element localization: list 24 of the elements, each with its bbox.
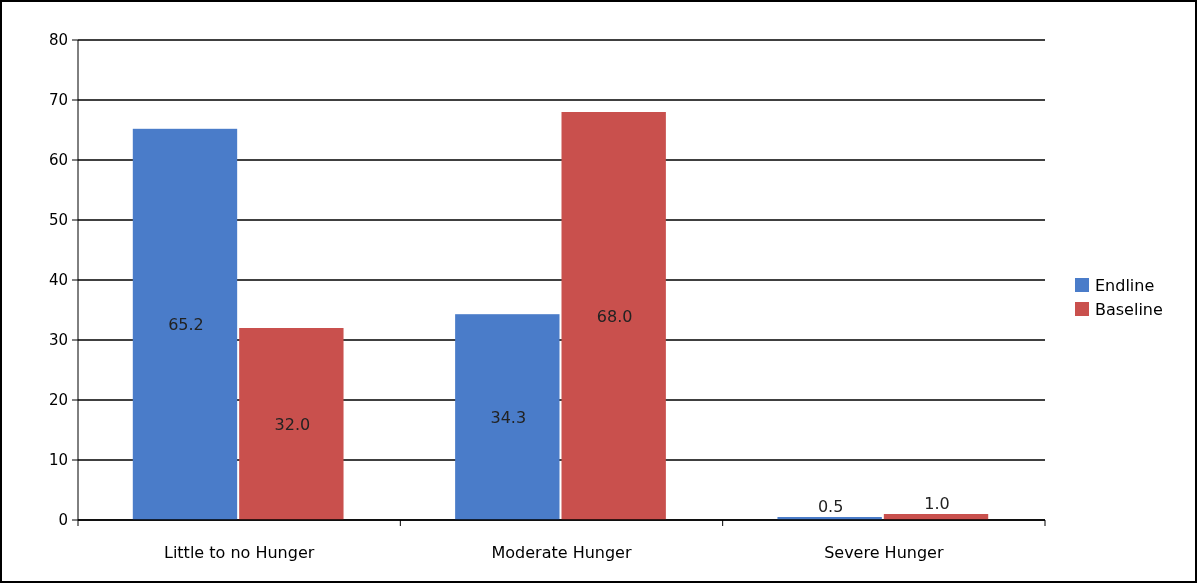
y-tick-label: 40	[48, 271, 68, 289]
data-label: 32.0	[274, 415, 311, 434]
x-tick-label: Moderate Hunger	[491, 543, 632, 562]
data-label: 34.3	[490, 408, 527, 428]
y-tick-label: 70	[48, 91, 68, 109]
y-tick-label: 50	[48, 211, 68, 229]
data-label: 65.2	[168, 315, 204, 335]
bar	[239, 328, 344, 520]
y-tick-label: 60	[48, 151, 68, 169]
y-tick-label: 80	[48, 31, 68, 49]
legend-label: Baseline	[1095, 300, 1163, 319]
y-tick-label: 30	[48, 331, 68, 349]
legend-label: Endline	[1095, 276, 1155, 295]
data-label: 0.5	[817, 497, 844, 516]
x-tick-label: Little to no Hunger	[163, 543, 315, 562]
y-tick-label: 0	[58, 511, 68, 529]
bar	[455, 314, 560, 520]
y-tick-label: 20	[48, 391, 68, 409]
data-label: 1.0	[924, 494, 950, 513]
x-tick-label: Severe Hunger	[824, 543, 944, 562]
bar	[561, 112, 666, 520]
bar	[132, 128, 238, 520]
data-label: 68.0	[596, 307, 633, 326]
y-tick-label: 10	[48, 451, 68, 469]
